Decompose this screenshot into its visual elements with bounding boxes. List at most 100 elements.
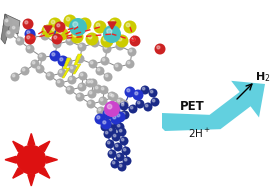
Circle shape <box>50 50 60 61</box>
Circle shape <box>97 116 100 119</box>
Circle shape <box>97 106 106 115</box>
Circle shape <box>69 18 87 36</box>
Circle shape <box>52 53 55 56</box>
Circle shape <box>87 80 90 83</box>
Circle shape <box>113 134 116 137</box>
Circle shape <box>105 111 108 114</box>
Circle shape <box>97 68 100 71</box>
Circle shape <box>88 78 97 88</box>
Circle shape <box>102 58 105 61</box>
Circle shape <box>105 131 108 134</box>
Circle shape <box>63 57 73 67</box>
Circle shape <box>88 35 92 39</box>
Circle shape <box>95 67 104 75</box>
Circle shape <box>118 99 120 102</box>
Circle shape <box>58 30 62 34</box>
Circle shape <box>112 106 115 109</box>
Circle shape <box>103 25 121 43</box>
Circle shape <box>37 66 40 69</box>
Circle shape <box>85 78 94 88</box>
Circle shape <box>86 99 95 108</box>
Circle shape <box>118 163 126 171</box>
Circle shape <box>90 61 93 64</box>
Circle shape <box>98 108 101 111</box>
Circle shape <box>154 43 165 54</box>
Circle shape <box>152 99 155 102</box>
Circle shape <box>42 25 54 37</box>
Circle shape <box>149 88 157 98</box>
Circle shape <box>4 18 13 26</box>
Polygon shape <box>73 54 82 74</box>
Circle shape <box>94 114 106 125</box>
Circle shape <box>110 105 113 108</box>
Polygon shape <box>13 141 23 152</box>
Circle shape <box>54 36 57 39</box>
Circle shape <box>23 19 33 29</box>
Circle shape <box>29 34 32 37</box>
Circle shape <box>129 49 132 52</box>
Circle shape <box>118 154 120 157</box>
Polygon shape <box>108 22 116 29</box>
Circle shape <box>110 160 119 169</box>
Polygon shape <box>162 81 265 131</box>
Circle shape <box>13 74 15 77</box>
Circle shape <box>92 40 95 43</box>
Circle shape <box>108 115 111 118</box>
Circle shape <box>78 56 80 59</box>
Circle shape <box>32 61 35 64</box>
Circle shape <box>115 144 118 147</box>
Circle shape <box>107 29 112 34</box>
Circle shape <box>51 20 55 24</box>
Circle shape <box>102 124 105 127</box>
Circle shape <box>24 33 36 44</box>
Circle shape <box>111 20 115 24</box>
Polygon shape <box>13 168 23 178</box>
Circle shape <box>52 28 55 31</box>
Circle shape <box>100 57 110 66</box>
Circle shape <box>85 33 98 46</box>
Circle shape <box>81 20 85 24</box>
Circle shape <box>121 101 124 104</box>
Circle shape <box>42 33 45 36</box>
Circle shape <box>110 119 119 129</box>
Circle shape <box>104 101 120 117</box>
Circle shape <box>113 143 122 152</box>
Circle shape <box>127 61 130 64</box>
Circle shape <box>116 153 125 161</box>
Circle shape <box>116 122 125 132</box>
Circle shape <box>27 31 30 34</box>
Polygon shape <box>44 26 52 33</box>
Circle shape <box>44 27 48 31</box>
Circle shape <box>113 63 122 71</box>
Circle shape <box>104 46 107 49</box>
Circle shape <box>60 58 63 61</box>
Circle shape <box>76 54 85 64</box>
Circle shape <box>89 91 92 94</box>
Circle shape <box>126 23 130 27</box>
Circle shape <box>121 103 124 106</box>
Circle shape <box>25 21 28 24</box>
Circle shape <box>123 20 137 33</box>
Circle shape <box>5 29 14 39</box>
Circle shape <box>107 114 116 122</box>
Circle shape <box>94 84 103 94</box>
Polygon shape <box>28 175 35 186</box>
Circle shape <box>104 109 113 119</box>
Circle shape <box>70 66 73 69</box>
Circle shape <box>38 53 47 61</box>
Circle shape <box>11 25 20 33</box>
Circle shape <box>30 60 39 68</box>
Circle shape <box>90 80 93 83</box>
Circle shape <box>41 32 50 40</box>
Circle shape <box>125 88 134 97</box>
Circle shape <box>119 164 122 167</box>
Circle shape <box>67 87 70 90</box>
Polygon shape <box>28 133 35 145</box>
Circle shape <box>51 33 63 44</box>
Circle shape <box>124 158 127 161</box>
Circle shape <box>22 68 25 71</box>
Circle shape <box>100 98 103 101</box>
Circle shape <box>57 56 69 67</box>
Circle shape <box>132 38 135 41</box>
Circle shape <box>150 98 159 106</box>
